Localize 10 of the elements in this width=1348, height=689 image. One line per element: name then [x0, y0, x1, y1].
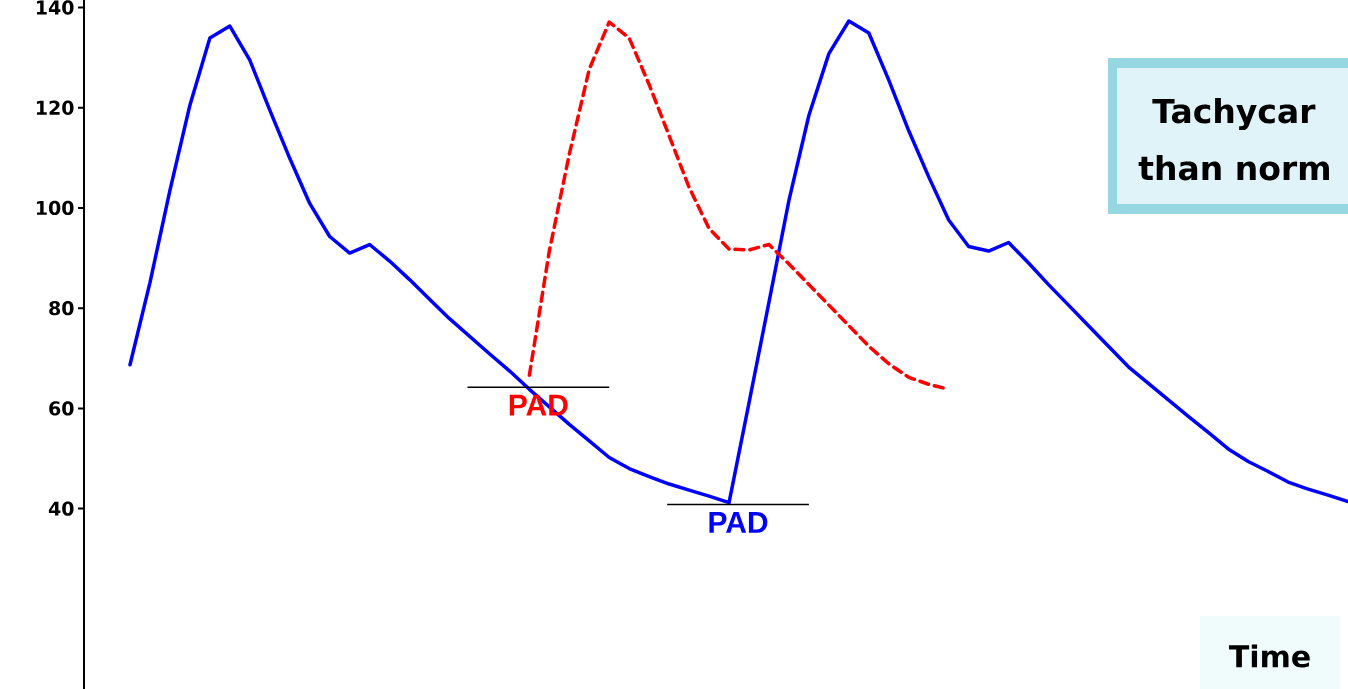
annotation: Tachycar: [1152, 97, 1316, 131]
y-tick-label: 80: [49, 300, 74, 316]
y-tick-label: 100: [36, 200, 74, 216]
ref-line-label: PAD: [709, 512, 768, 533]
x-axis-title: Time: [1228, 644, 1310, 668]
y-tick-label: 60: [49, 401, 74, 416]
y-tick-label: 120: [36, 100, 74, 115]
annotation: than norm: [1138, 154, 1329, 181]
y-tick-label: 40: [48, 501, 74, 516]
y-tick-label: 140: [36, 0, 74, 15]
